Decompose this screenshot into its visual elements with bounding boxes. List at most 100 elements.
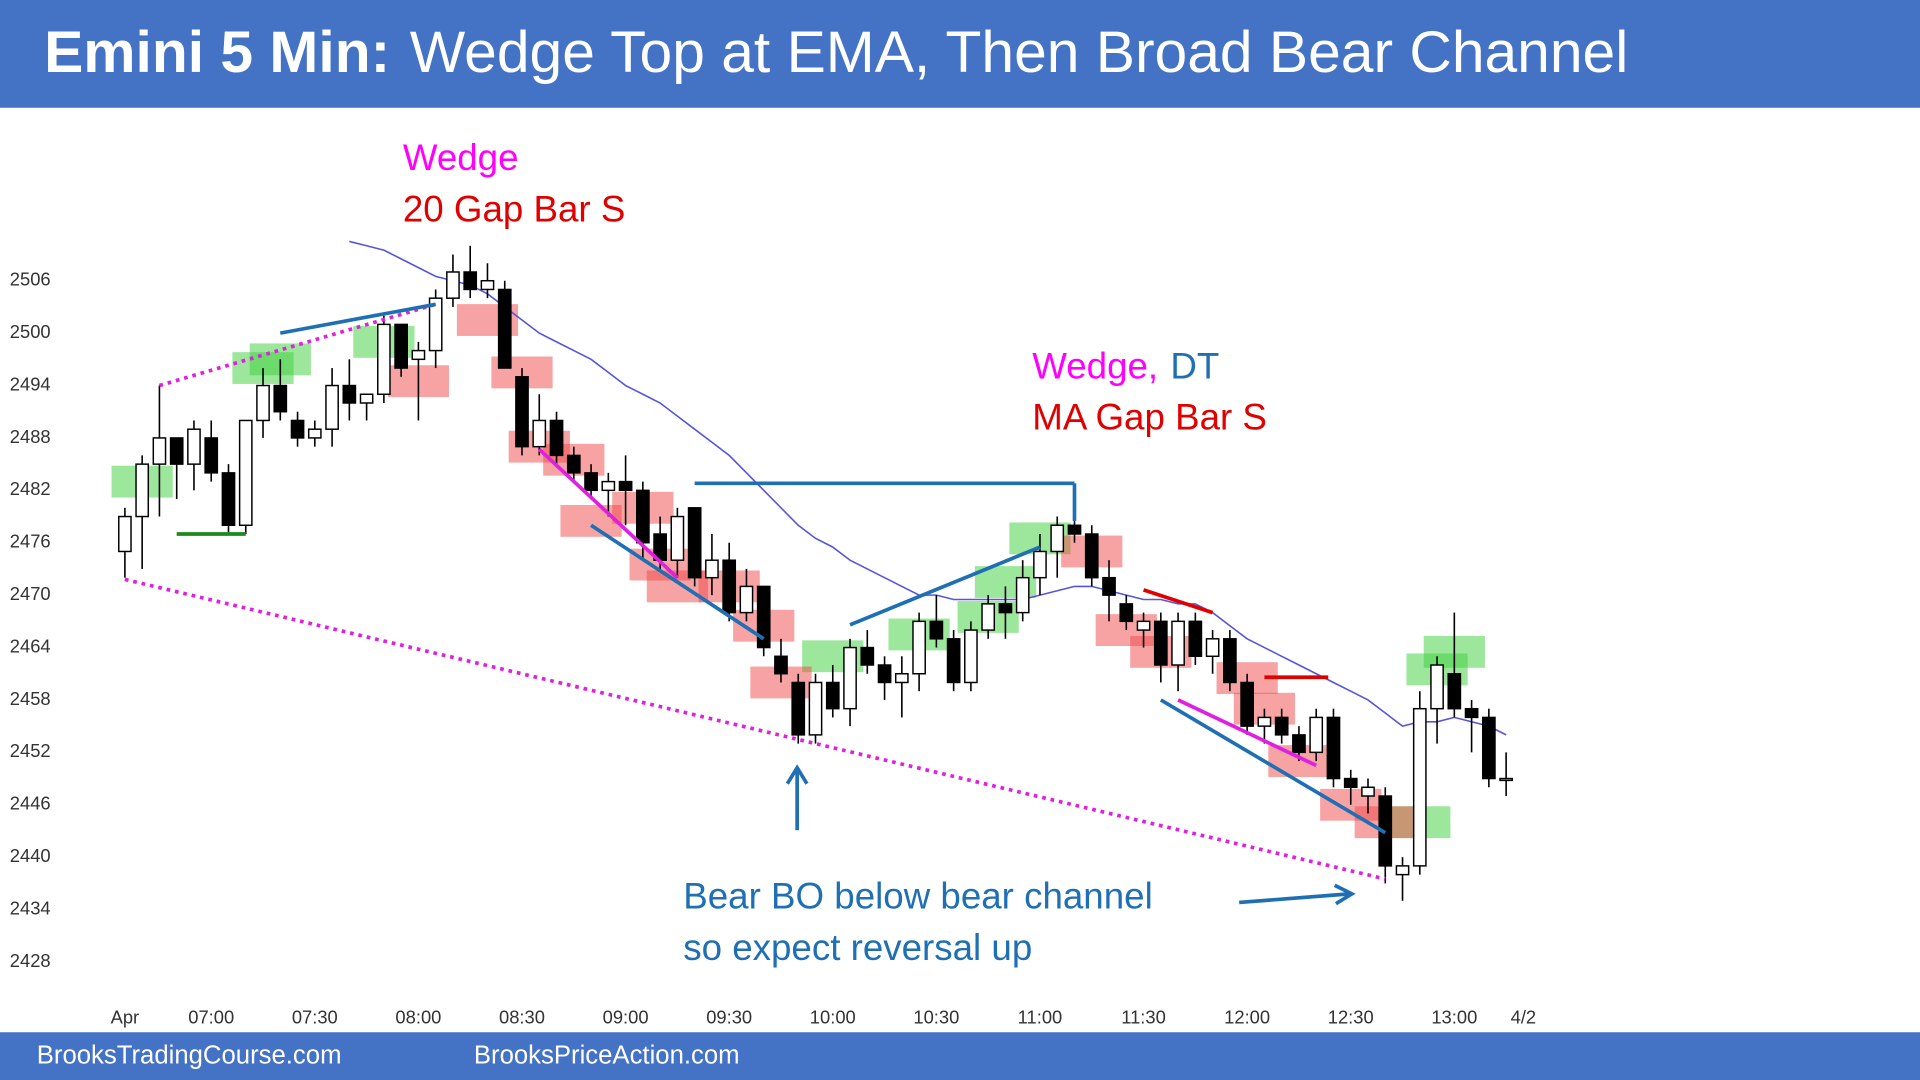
candle-body bbox=[601, 480, 616, 492]
candle-body bbox=[394, 323, 409, 369]
x-tick-label: 07:00 bbox=[188, 1007, 234, 1028]
candle-body bbox=[1482, 716, 1496, 780]
candle-body bbox=[1412, 707, 1427, 867]
candle-body bbox=[722, 559, 737, 614]
candle-body bbox=[1240, 681, 1254, 727]
candle-body bbox=[1119, 603, 1134, 623]
candle-body bbox=[1136, 620, 1151, 631]
candles bbox=[118, 245, 1513, 901]
chart-title-lead: Emini 5 Min: bbox=[44, 20, 390, 85]
candle-body bbox=[1067, 524, 1082, 535]
candle-body bbox=[221, 472, 236, 527]
x-tick-label: 09:30 bbox=[706, 1007, 752, 1028]
candle-body bbox=[1188, 620, 1203, 658]
annotation: Wedge, bbox=[1032, 345, 1158, 386]
candle-body bbox=[1499, 777, 1513, 782]
arrow-right bbox=[1239, 892, 1350, 905]
candle-body bbox=[791, 681, 806, 736]
annotation-line bbox=[279, 302, 437, 335]
candle-body bbox=[566, 454, 581, 474]
candle-body bbox=[1395, 865, 1410, 876]
y-tick-label: 2458 bbox=[10, 688, 51, 709]
candle-body bbox=[238, 419, 253, 527]
candle-body bbox=[411, 349, 426, 361]
candle-body bbox=[1033, 550, 1047, 579]
candle-body bbox=[1223, 638, 1237, 684]
candle-body bbox=[1361, 786, 1375, 797]
candle-body bbox=[307, 428, 322, 439]
x-tick-label: 07:30 bbox=[292, 1007, 338, 1028]
x-tick-label: 12:00 bbox=[1224, 1007, 1270, 1028]
candle-body bbox=[1430, 664, 1444, 710]
candle-body bbox=[135, 463, 150, 518]
annotation: DT bbox=[1170, 345, 1219, 386]
candle-body bbox=[843, 646, 857, 710]
y-tick-label: 2452 bbox=[10, 740, 51, 761]
candle-body bbox=[1274, 716, 1289, 736]
annotation: 20 Gap Bar S bbox=[403, 189, 625, 230]
x-tick-label: 13:00 bbox=[1431, 1007, 1477, 1028]
candle-body bbox=[290, 419, 305, 439]
annotation-line bbox=[1142, 588, 1214, 615]
candle-body bbox=[825, 681, 840, 710]
candle-body bbox=[756, 585, 771, 649]
candle-body bbox=[532, 419, 547, 448]
candle-body bbox=[480, 279, 495, 291]
highlight-boxes bbox=[111, 304, 1485, 839]
candle-body bbox=[1343, 777, 1358, 789]
candle-body bbox=[549, 419, 564, 457]
candle-body bbox=[964, 629, 978, 684]
x-tick-label: 10:30 bbox=[913, 1007, 959, 1028]
candle-body bbox=[1015, 576, 1030, 614]
candle-body bbox=[860, 646, 875, 666]
candle-body bbox=[929, 620, 944, 640]
candle-body bbox=[636, 489, 650, 544]
x-tick-label: 11:00 bbox=[1018, 1007, 1063, 1028]
x-tick-label: 10:00 bbox=[810, 1007, 856, 1028]
annotation-line bbox=[1159, 698, 1387, 835]
candle-body bbox=[204, 437, 219, 474]
x-tick-label: Apr bbox=[111, 1007, 140, 1028]
arrows bbox=[785, 764, 1356, 906]
candle-body bbox=[618, 480, 633, 492]
annotation-line bbox=[124, 577, 1386, 881]
candle-body bbox=[1205, 638, 1220, 658]
y-tick-label: 2470 bbox=[10, 583, 51, 604]
chart-title: Wedge Top at EMA, Then Broad Bear Channe… bbox=[410, 20, 1629, 85]
x-tick-label: 08:00 bbox=[395, 1007, 441, 1028]
candle-body bbox=[998, 603, 1013, 614]
candle-body bbox=[981, 603, 996, 631]
candle-body bbox=[774, 655, 788, 675]
candle-body bbox=[1309, 716, 1324, 754]
candle-body bbox=[1464, 707, 1479, 719]
candle-body bbox=[1326, 716, 1341, 780]
candle-body bbox=[187, 428, 201, 465]
candle-body bbox=[1050, 524, 1065, 553]
candle-body bbox=[877, 664, 892, 684]
candle-body bbox=[1292, 734, 1306, 754]
candle-body bbox=[739, 585, 754, 614]
x-tick-label: 09:00 bbox=[603, 1007, 649, 1028]
annotation-line bbox=[538, 447, 679, 580]
candle-body bbox=[705, 559, 719, 579]
y-tick-label: 2476 bbox=[10, 531, 51, 552]
candle-body bbox=[1171, 620, 1185, 666]
y-tick-label: 2482 bbox=[10, 478, 51, 499]
candle-body bbox=[894, 673, 909, 684]
annotation: Wedge bbox=[403, 137, 519, 178]
candle-body bbox=[463, 271, 478, 291]
candle-body bbox=[169, 437, 184, 465]
x-tick-label: 12:30 bbox=[1328, 1007, 1374, 1028]
candle-body bbox=[256, 384, 270, 422]
footer-text: BrooksPriceAction.com bbox=[474, 1042, 740, 1070]
y-tick-label: 2464 bbox=[10, 635, 51, 656]
highlight-box bbox=[560, 504, 622, 537]
candle-body bbox=[428, 297, 443, 352]
x-tick-label: 08:30 bbox=[499, 1007, 545, 1028]
ema-line bbox=[349, 240, 1507, 736]
y-tick-label: 2434 bbox=[10, 897, 51, 918]
arrow-head bbox=[785, 764, 809, 785]
candle-body bbox=[152, 437, 167, 465]
